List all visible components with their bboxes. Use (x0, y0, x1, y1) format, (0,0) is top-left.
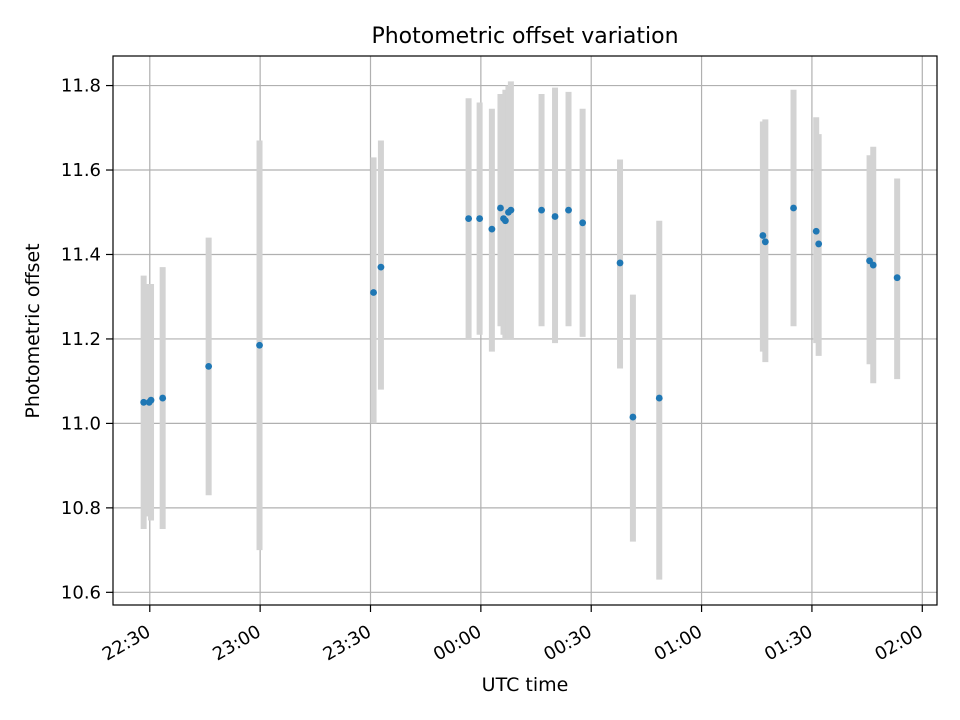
data-point (815, 240, 823, 248)
y-tick-label: 11.8 (61, 76, 101, 97)
data-point (812, 227, 820, 235)
plot-frame (112, 55, 938, 606)
y-axis-ticks: 10.6 10.8 11.0 11.2 11.4 11.6 11.8 (61, 76, 113, 603)
x-axis-label: UTC time (482, 674, 569, 696)
data-point (476, 215, 484, 222)
y-tick-label: 10.6 (61, 582, 101, 603)
data-point (579, 219, 587, 227)
chart-title: Photometric offset variation (371, 24, 678, 49)
y-tick-label: 11.6 (61, 160, 101, 181)
y-tick-label: 11.0 (61, 413, 101, 434)
grid (113, 56, 937, 605)
data-point (551, 213, 559, 220)
y-tick-label: 11.4 (61, 244, 101, 265)
data-point (370, 289, 377, 296)
data-point (759, 232, 767, 239)
data-point (377, 263, 385, 271)
data-point (893, 274, 901, 282)
data-point (497, 204, 504, 212)
data-point (616, 259, 624, 267)
data-point (790, 204, 797, 212)
data-point (507, 206, 515, 214)
data-point (538, 206, 545, 214)
data-point (256, 341, 263, 349)
data-point (565, 206, 572, 214)
data-point (629, 413, 637, 421)
data-point (140, 398, 148, 406)
data-point (147, 396, 155, 404)
y-tick-label: 10.8 (61, 498, 101, 519)
data-point (501, 217, 509, 225)
data-point (869, 261, 877, 269)
data-point (465, 215, 472, 222)
y-tick-label: 11.2 (61, 329, 101, 350)
data-point (655, 394, 663, 402)
data-point (488, 225, 496, 233)
data-point (205, 362, 213, 370)
data-point (761, 238, 769, 246)
y-axis-label: Photometric offset (22, 243, 44, 418)
data-points (140, 204, 901, 421)
data-point (159, 394, 167, 402)
